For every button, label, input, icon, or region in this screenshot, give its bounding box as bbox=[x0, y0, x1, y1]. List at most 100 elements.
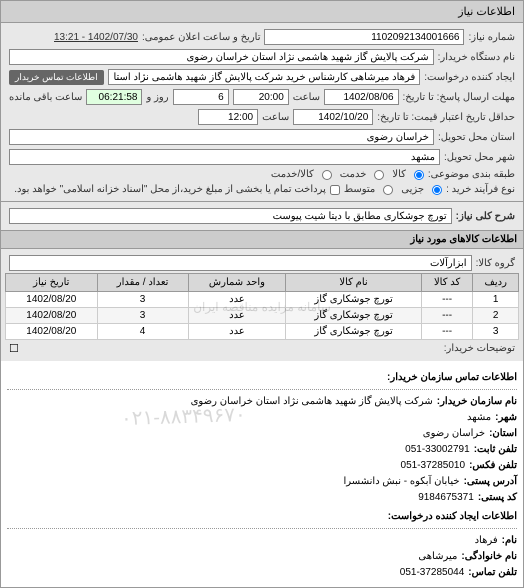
cat-goods-label: کالا bbox=[392, 169, 406, 180]
delivery-label: توضیحات خریدار: bbox=[444, 343, 515, 354]
fname-v: فرهاد bbox=[475, 533, 498, 549]
postal-v: 9184675371 bbox=[418, 490, 474, 506]
category-label: طبقه بندی موضوعی: bbox=[428, 169, 515, 180]
buyer-org-label: نام دستگاه خریدار: bbox=[438, 52, 515, 63]
col-name: نام کالا bbox=[286, 274, 421, 292]
contact-badge[interactable]: اطلاعات تماس خریدار bbox=[9, 70, 104, 85]
goods-group-field: ابزارآلات bbox=[9, 255, 472, 271]
table-row: 2---تورچ جوشکاری گازعدد31402/08/20 bbox=[6, 308, 519, 324]
request-no-field: 1102092134001666 bbox=[264, 29, 464, 45]
cphone-k: تلفن تماس: bbox=[468, 565, 517, 581]
announce-value: 1402/07/30 - 13:21 bbox=[54, 32, 138, 43]
cat-service-label: خدمت bbox=[340, 169, 367, 180]
goods-section-title: اطلاعات کالاهای مورد نیاز bbox=[1, 230, 523, 249]
buyer-org-field: شرکت پالایش گاز شهید هاشمی نژاد استان خر… bbox=[9, 49, 434, 65]
fname-k: نام: bbox=[502, 533, 517, 549]
table-cell: 1402/08/20 bbox=[6, 292, 98, 308]
table-cell: عدد bbox=[188, 308, 286, 324]
remain-time-field: 06:21:58 bbox=[86, 89, 142, 105]
table-row: 3---تورچ جوشکاری گازعدد41402/08/20 bbox=[6, 324, 519, 340]
province-label: استان محل تحویل: bbox=[438, 132, 515, 143]
top-section: شماره نیاز: 1102092134001666 تاریخ و ساع… bbox=[1, 23, 523, 201]
table-cell: 1 bbox=[473, 292, 519, 308]
col-date: تاریخ نیاز bbox=[6, 274, 98, 292]
creator-field: فرهاد میرشاهی کارشناس خرید شرکت پالایش گ… bbox=[108, 69, 421, 85]
size-medium-radio[interactable] bbox=[383, 185, 393, 195]
contact-section-title: اطلاعات تماس سازمان خریدار: bbox=[7, 367, 517, 390]
category-radio-group: کالا خدمت کالا/خدمت bbox=[271, 169, 424, 180]
table-cell: 3 bbox=[97, 308, 188, 324]
request-no-label: شماره نیاز: bbox=[468, 32, 515, 43]
creator-section-title: اطلاعات ایجاد کننده درخواست: bbox=[7, 506, 517, 529]
expand-icon[interactable]: ☐ bbox=[9, 342, 19, 355]
days-label: روز و bbox=[146, 92, 168, 103]
table-cell: عدد bbox=[188, 324, 286, 340]
size-note: پرداخت تمام یا بخشی از مبلغ خرید،از محل … bbox=[14, 184, 326, 195]
phone-k: تلفن ثابت: bbox=[474, 442, 517, 458]
table-cell: عدد bbox=[188, 292, 286, 308]
fax-k: تلفن فکس: bbox=[469, 458, 517, 474]
lname-v: میرشاهی bbox=[418, 549, 457, 565]
valid-time-field: 12:00 bbox=[198, 109, 258, 125]
table-cell: --- bbox=[421, 292, 473, 308]
table-cell: تورچ جوشکاری گاز bbox=[286, 324, 421, 340]
need-title-label: شرح کلی نیاز: bbox=[456, 211, 515, 222]
goods-table: ردیف کد کالا نام کالا واحد شمارش تعداد /… bbox=[5, 273, 519, 340]
city-label: شهر محل تحویل: bbox=[444, 152, 515, 163]
reply-date-field: 1402/08/06 bbox=[324, 89, 399, 105]
valid-label: حداقل تاریخ اعتبار قیمت: تا تاریخ: bbox=[377, 112, 515, 123]
province-v: خراسان رضوی bbox=[423, 426, 485, 442]
table-row: 1---تورچ جوشکاری گازعدد31402/08/20 bbox=[6, 292, 519, 308]
goods-section: گروه کالا: ابزارآلات ردیف کد کالا نام کا… bbox=[1, 249, 523, 361]
need-section: شرح کلی نیاز: تورچ جوشکاری مطابق با دیتا… bbox=[1, 201, 523, 230]
col-row: ردیف bbox=[473, 274, 519, 292]
cat-service-radio[interactable] bbox=[374, 170, 384, 180]
treasury-checkbox[interactable] bbox=[330, 185, 340, 195]
city-v: مشهد bbox=[467, 410, 491, 426]
postal-k: کد پستی: bbox=[478, 490, 517, 506]
days-field: 6 bbox=[173, 89, 229, 105]
size-radio-group: جزیی متوسط bbox=[344, 184, 442, 195]
table-cell: 3 bbox=[473, 324, 519, 340]
announce-label: تاریخ و ساعت اعلان عمومی: bbox=[142, 32, 261, 43]
footer-section: اطلاعات تماس سازمان خریدار: نام سازمان خ… bbox=[1, 361, 523, 587]
table-cell: 3 bbox=[97, 292, 188, 308]
fax-v: 051-37285010 bbox=[401, 458, 466, 474]
col-unit: واحد شمارش bbox=[188, 274, 286, 292]
city-k: شهر: bbox=[495, 410, 517, 426]
table-cell: 1402/08/20 bbox=[6, 308, 98, 324]
cat-goods-service-label: کالا/خدمت bbox=[271, 169, 314, 180]
need-title-field: تورچ جوشکاری مطابق با دیتا شیت پیوست bbox=[9, 208, 452, 224]
table-header-row: ردیف کد کالا نام کالا واحد شمارش تعداد /… bbox=[6, 274, 519, 292]
cat-goods-service-radio[interactable] bbox=[322, 170, 332, 180]
valid-time-label: ساعت bbox=[262, 112, 289, 123]
reply-time-field: 20:00 bbox=[233, 89, 289, 105]
creator-label: ایجاد کننده درخواست: bbox=[424, 72, 515, 83]
table-cell: --- bbox=[421, 324, 473, 340]
address-k: آدرس پستی: bbox=[464, 474, 517, 490]
province-k: استان: bbox=[489, 426, 517, 442]
size-partial-radio[interactable] bbox=[432, 185, 442, 195]
table-cell: تورچ جوشکاری گاز bbox=[286, 308, 421, 324]
cphone-v: 051-37285044 bbox=[400, 565, 465, 581]
city-field: مشهد bbox=[9, 149, 440, 165]
header-tab: اطلاعات نیاز bbox=[1, 1, 523, 23]
cat-goods-radio[interactable] bbox=[414, 170, 424, 180]
org-v: شرکت پالایش گاز شهید هاشمی نژاد استان خر… bbox=[191, 394, 433, 410]
goods-table-wrap: ردیف کد کالا نام کالا واحد شمارش تعداد /… bbox=[5, 273, 519, 340]
phone-v: 051-33002791 bbox=[405, 442, 470, 458]
remain-label: ساعت باقی مانده bbox=[9, 92, 82, 103]
table-cell: تورچ جوشکاری گاز bbox=[286, 292, 421, 308]
province-field: خراسان رضوی bbox=[9, 129, 434, 145]
table-cell: 4 bbox=[97, 324, 188, 340]
col-code: کد کالا bbox=[421, 274, 473, 292]
col-qty: تعداد / مقدار bbox=[97, 274, 188, 292]
table-cell: 2 bbox=[473, 308, 519, 324]
info-panel: اطلاعات نیاز شماره نیاز: 110209213400166… bbox=[0, 0, 524, 588]
size-medium-label: متوسط bbox=[344, 184, 375, 195]
org-k: نام سازمان خریدار: bbox=[437, 394, 517, 410]
valid-date-field: 1402/10/20 bbox=[293, 109, 373, 125]
reply-time-label: ساعت bbox=[293, 92, 320, 103]
table-cell: 1402/08/20 bbox=[6, 324, 98, 340]
goods-group-label: گروه کالا: bbox=[476, 258, 515, 269]
